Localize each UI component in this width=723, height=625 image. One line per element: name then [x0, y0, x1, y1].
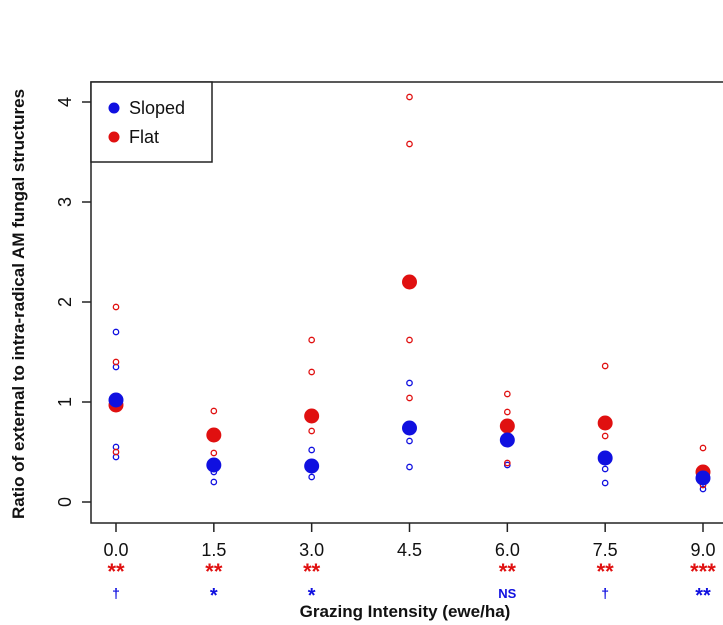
- y-axis: 0 1 2 3 4: [55, 97, 91, 507]
- observation-point-flat: [503, 390, 511, 398]
- observation-point-sloped: [406, 437, 413, 445]
- significance-flat: **: [597, 559, 615, 584]
- observation-point-sloped: [406, 379, 413, 387]
- observation-point-sloped: [699, 485, 707, 493]
- x-tick-label: 9.0: [690, 540, 715, 560]
- significance-flat: **: [205, 559, 223, 584]
- observation-point-flat: [308, 427, 316, 435]
- y-tick-label: 4: [55, 97, 75, 107]
- legend-label-flat: Flat: [129, 127, 159, 147]
- legend-label-sloped: Sloped: [129, 98, 185, 118]
- observation-point-sloped: [112, 328, 120, 336]
- observation-point-flat: [112, 448, 120, 456]
- mean-point-flat: [304, 408, 320, 424]
- legend: Sloped Flat: [90, 81, 213, 163]
- legend-swatch-flat: [108, 131, 120, 143]
- observation-point-flat: [601, 362, 609, 370]
- mean-point-flat: [499, 418, 515, 434]
- x-tick-label: 6.0: [495, 540, 520, 560]
- observation-point-flat: [406, 336, 413, 344]
- significance-flat: **: [303, 559, 321, 584]
- observation-point-flat: [308, 368, 316, 376]
- mean-point-flat: [402, 274, 417, 290]
- observation-point-flat: [699, 444, 707, 452]
- significance-flat: **: [107, 559, 125, 584]
- observation-point-flat: [406, 140, 413, 148]
- y-axis-title: Ratio of external to intra-radical AM fu…: [9, 89, 28, 519]
- observation-point-flat: [112, 303, 120, 311]
- significance-sloped: *: [210, 585, 218, 607]
- significance-sloped: **: [695, 585, 711, 607]
- observation-point-flat: [308, 336, 316, 344]
- observation-point-flat: [406, 394, 413, 402]
- mean-point-sloped: [304, 458, 320, 474]
- mean-point-sloped: [108, 392, 124, 408]
- mean-point-sloped: [499, 432, 515, 448]
- mean-point-sloped: [402, 420, 417, 436]
- significance-sloped: *: [308, 585, 316, 607]
- observation-point-sloped: [210, 478, 218, 486]
- y-tick-label: 1: [55, 397, 75, 407]
- observation-point-flat: [503, 408, 511, 416]
- significance-sloped: †: [112, 585, 120, 601]
- significance-flat: ***: [690, 559, 716, 584]
- observation-point-sloped: [406, 463, 413, 471]
- observation-point-sloped: [601, 465, 609, 473]
- x-tick-label: 0.0: [103, 540, 128, 560]
- y-tick-label: 3: [55, 197, 75, 207]
- legend-box: [90, 81, 213, 163]
- mean-point-flat: [206, 427, 222, 443]
- x-tick-label: 7.5: [593, 540, 618, 560]
- y-tick-label: 0: [55, 497, 75, 507]
- observation-point-sloped: [503, 461, 511, 469]
- observation-point-flat: [406, 93, 413, 101]
- mean-point-sloped: [695, 470, 711, 486]
- x-tick-label: 3.0: [299, 540, 324, 560]
- x-axis-title: Grazing Intensity (ewe/ha): [300, 602, 511, 621]
- mean-point-sloped: [206, 457, 222, 473]
- mean-point-sloped: [597, 450, 613, 466]
- observation-point-sloped: [601, 479, 609, 487]
- x-tick-label: 4.5: [397, 540, 422, 560]
- significance-labels: ** ** ** ** ** ***† * * NS † **: [107, 559, 716, 607]
- mean-point-flat: [597, 415, 613, 431]
- significance-flat: **: [499, 559, 517, 584]
- observation-point-sloped: [308, 446, 316, 454]
- legend-swatch-sloped: [108, 102, 120, 114]
- significance-sloped: NS: [498, 586, 516, 601]
- observation-point-sloped: [308, 473, 316, 481]
- observation-point-flat: [210, 407, 218, 415]
- x-axis: 0.0 1.5 3.0 4.5 6.0 7.5 9.0: [103, 523, 716, 560]
- significance-sloped: †: [601, 585, 609, 601]
- observation-point-flat: [210, 449, 218, 457]
- observation-point-flat: [601, 432, 609, 440]
- observation-point-flat: [503, 459, 511, 467]
- observation-point-flat: [112, 358, 120, 366]
- y-tick-label: 2: [55, 297, 75, 307]
- data-points: [108, 93, 711, 493]
- x-tick-label: 1.5: [201, 540, 226, 560]
